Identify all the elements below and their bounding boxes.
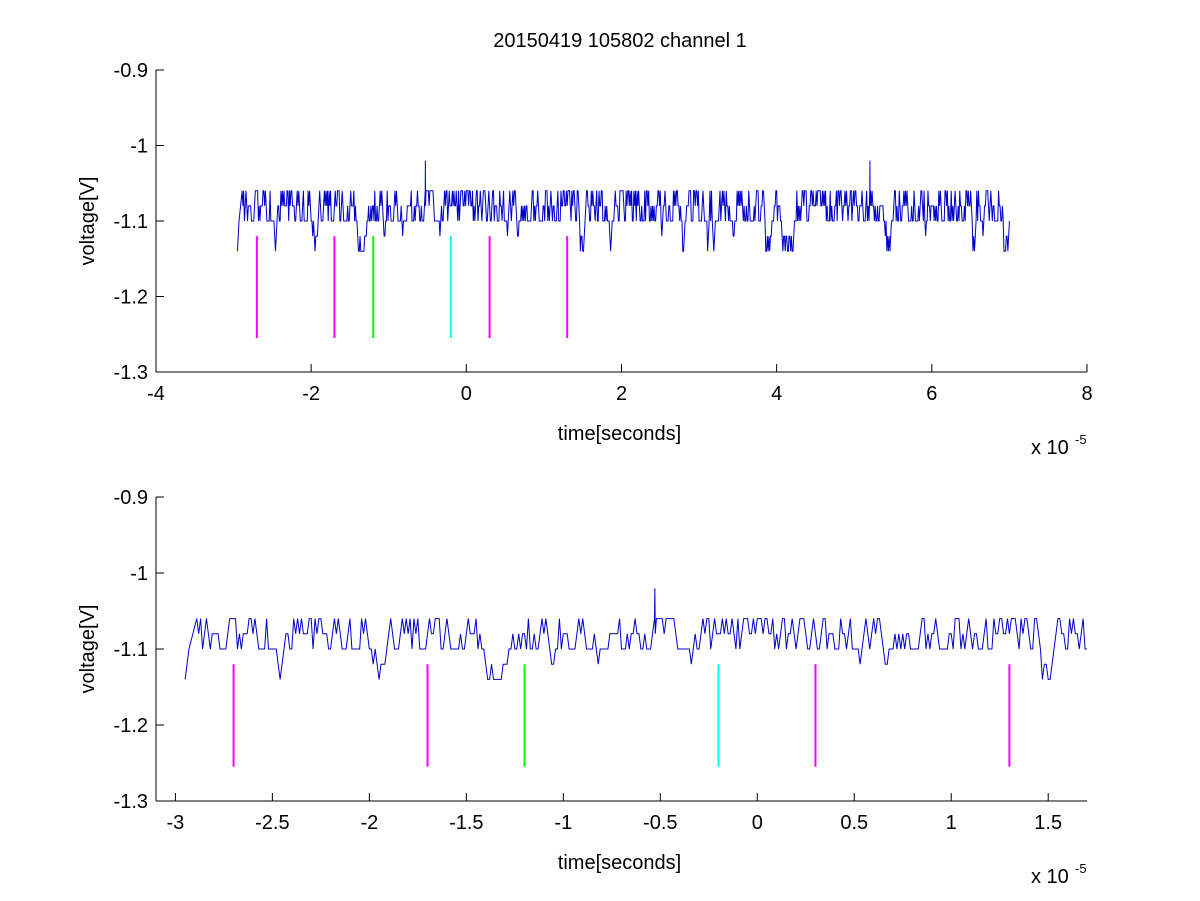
y-tick-label: -1 (130, 563, 148, 585)
y-tick-label: -1 (130, 136, 148, 158)
y-tick-label: -1.2 (114, 287, 148, 309)
figure-title: 20150419 105802 channel 1 (493, 30, 747, 52)
x-tick-label: 1.5 (1034, 812, 1062, 834)
x-tick-label: -1 (554, 812, 572, 834)
x-exponent-label: x 10 (1031, 437, 1069, 459)
x-tick-label: 8 (1081, 383, 1092, 405)
x-tick-label: -2 (360, 812, 378, 834)
x-tick-label: 4 (771, 383, 782, 405)
y-tick-label: -1.2 (114, 715, 148, 737)
x-tick-label: 1 (946, 812, 957, 834)
x-exponent-power: -5 (1075, 432, 1087, 447)
voltage-series-line (184, 588, 1087, 680)
y-axis-label: voltage[V] (77, 605, 99, 694)
x-tick-label: -2.5 (255, 812, 289, 834)
y-tick-label: -1.1 (114, 211, 148, 233)
x-axis-label: time[seconds] (558, 852, 681, 874)
x-tick-label: 6 (926, 383, 937, 405)
y-tick-label: -0.9 (114, 60, 148, 82)
bottom-subplot: -3 -2.5 -2 -1.5 -1 -0.5 0 0.5 1 1.5 -1.3 -1.2 -1.1 -1… (77, 487, 1087, 888)
x-tick-label: -3 (166, 812, 184, 834)
x-axis-label: time[seconds] (558, 423, 681, 445)
x-exponent-label: x 10 (1031, 866, 1069, 888)
y-axis-label: voltage[V] (77, 177, 99, 266)
x-tick-label: -0.5 (643, 812, 677, 834)
y-tick-label: -1.3 (114, 791, 148, 813)
y-tick-label: -0.9 (114, 487, 148, 509)
voltage-series-line (236, 160, 1010, 252)
x-tick-label: -1.5 (449, 812, 483, 834)
x-tick-label: -2 (302, 383, 320, 405)
x-tick-label: 0.5 (840, 812, 868, 834)
x-tick-label: 0 (461, 383, 472, 405)
y-tick-label: -1.3 (114, 362, 148, 384)
x-tick-label: 2 (616, 383, 627, 405)
x-exponent-power: -5 (1075, 861, 1087, 876)
x-tick-label: -4 (147, 383, 165, 405)
y-tick-label: -1.1 (114, 639, 148, 661)
top-subplot: -4 -2 0 2 4 6 8 -1.3 -1.2 -1.1 -1 -0.9 time[seconds]… (77, 60, 1093, 459)
x-tick-label: 0 (752, 812, 763, 834)
